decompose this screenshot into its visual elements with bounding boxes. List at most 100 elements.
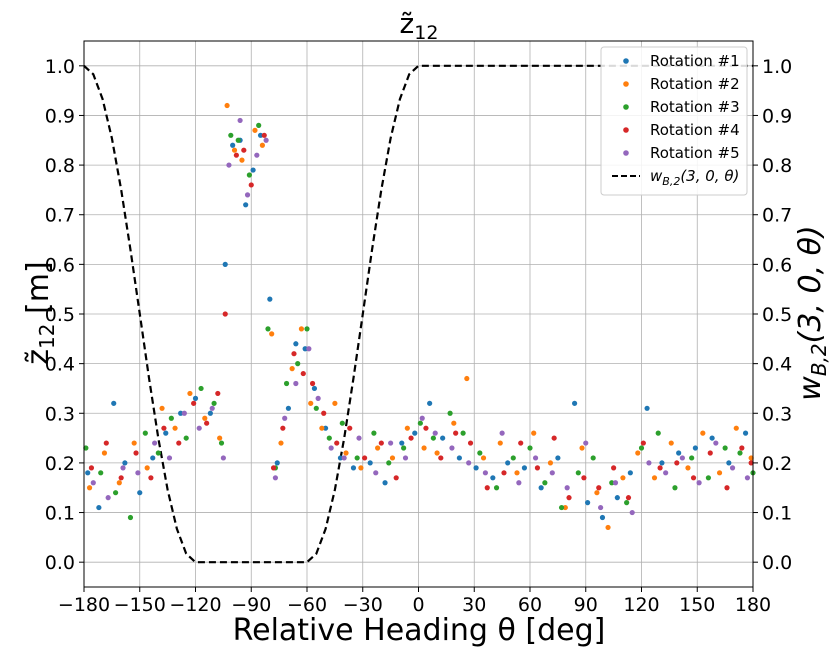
scatter-point [239,157,245,163]
secondary-y-axis-title-main: w [793,376,828,401]
y2-tick-label: 0.6 [762,254,792,276]
scatter-point [638,445,645,451]
chart-title-subscript: 12 [414,22,438,44]
scatter-point [241,147,247,153]
scatter-point [347,425,353,431]
scatter-point [674,460,680,466]
scatter-point [430,435,436,441]
scatter-point [122,460,128,466]
scatter-point [579,445,585,451]
scatter-point [150,455,156,461]
scatter-point [438,455,444,461]
scatter-point [401,445,407,451]
scatter-point [131,440,137,446]
scatter-point [111,400,117,406]
scatter-point [620,475,626,481]
scatter-point [315,395,321,401]
scatter-point [564,485,570,491]
scatter-point [152,440,158,446]
scatter-point [382,480,388,486]
x-tick-label: 180 [735,594,771,616]
scatter-point [709,435,715,441]
scatter-point [657,465,663,471]
secondary-y-axis-title: wB,2(3, 0, θ) [793,225,831,400]
y-tick-label: 0.3 [45,403,75,425]
scatter-point [270,465,277,471]
scatter-point [692,445,698,451]
scatter-point [291,351,297,357]
scatter-point [713,440,719,446]
scatter-point [456,455,462,461]
legend-label: Rotation #1 [650,52,740,70]
scatter-point [612,480,619,486]
scatter-point [566,495,572,501]
scatter-point [116,480,122,486]
scatter-point [464,375,470,382]
scatter-point [367,460,373,466]
scatter-point [207,410,213,416]
scatter-point [334,440,340,446]
scatter-point [739,445,745,451]
scatter-point [402,455,409,461]
scatter-point [599,514,606,521]
scatter-point [378,440,384,446]
scatter-point [518,440,524,446]
scatter-point [283,380,290,387]
scatter-point [748,455,754,461]
scatter-point [278,440,284,446]
scatter-point [103,440,109,446]
scatter-point [243,202,249,208]
scatter-point [722,445,728,451]
scatter-point [112,490,119,496]
scatter-point [659,460,665,466]
scatter-point [211,400,217,406]
scatter-point [96,504,102,511]
scatter-point [499,430,505,436]
scatter-point [707,450,713,456]
scatter-point [473,465,479,471]
scatter-point [85,470,91,476]
x-tick-label: 120 [623,594,659,616]
scatter-point [144,465,150,471]
y-axis-title-subscript: 12 [35,323,59,348]
scatter-point [534,465,541,471]
scatter-point [256,122,262,128]
y2-tick-label: 0.0 [762,552,792,574]
scatter-point [497,440,503,446]
scatter-point [168,415,174,421]
scatter-point [466,460,472,466]
legend-label: Rotation #4 [650,121,740,139]
scatter-point [83,445,89,451]
scatter-point [142,430,148,436]
scatter-point [181,410,187,416]
scatter-point [98,470,104,476]
x-tick-label: 90 [574,594,598,616]
scatter-point [375,445,381,451]
scatter-point [86,485,93,491]
y2-tick-label: 0.1 [762,503,792,525]
scatter-point [551,435,557,441]
scatter-point [178,410,184,416]
y2-tick-label: 1.0 [762,56,792,78]
scatter-point [729,465,736,471]
scatter-point [696,480,702,486]
y-axis-title: z̃12 [m] [21,261,59,364]
scatter-point [311,385,318,392]
scatter-point [655,430,661,436]
scatter-point [644,405,650,411]
scatter-point [482,470,488,476]
scatter-point [373,470,379,476]
scatter-point [386,460,392,466]
scatter-point [289,366,295,372]
scatter-point [605,524,611,531]
scatter-point [230,142,236,148]
y2-tick-label: 0.9 [762,105,792,127]
scatter-point [596,485,602,491]
scatter-point [467,440,474,446]
scatter-point [737,450,743,456]
scatter-point [228,132,234,138]
scatter-point [562,504,568,511]
scatter-point [302,346,308,352]
scatter-point [477,450,483,456]
